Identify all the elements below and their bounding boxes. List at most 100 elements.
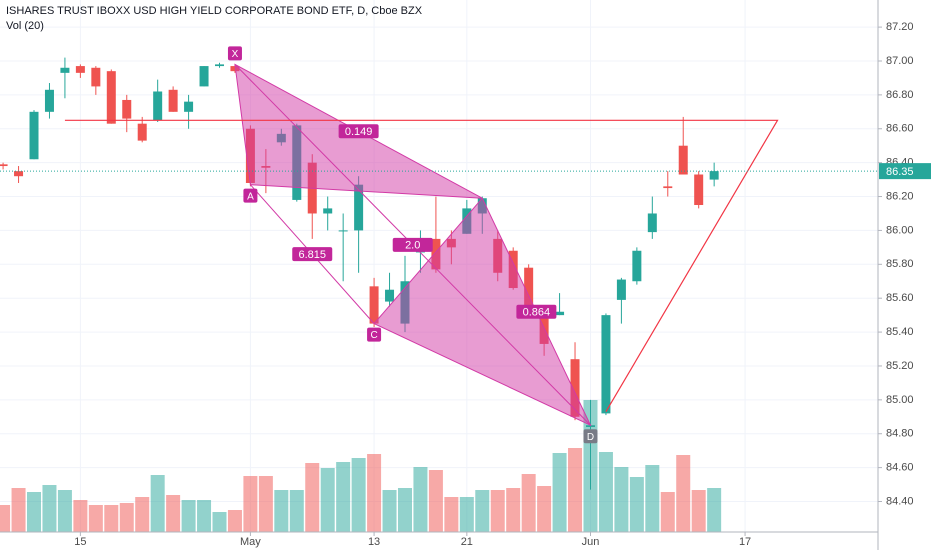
candle-body bbox=[338, 230, 348, 232]
y-tick-label: 84.60 bbox=[886, 462, 914, 474]
last-price-box bbox=[879, 163, 931, 180]
volume-bar bbox=[552, 453, 567, 532]
point-label-box bbox=[583, 429, 598, 444]
point-label: X bbox=[232, 49, 239, 60]
volume-bar bbox=[227, 510, 242, 532]
volume-bar bbox=[413, 467, 428, 532]
volume-bar bbox=[0, 505, 11, 532]
volume-indicator-label: Vol (20) bbox=[6, 20, 44, 32]
candle-body bbox=[632, 250, 642, 282]
ratio-label: 0.149 bbox=[345, 126, 373, 138]
candle-body bbox=[29, 111, 39, 160]
ratio-label-box bbox=[392, 237, 433, 252]
ratio-label: 6.815 bbox=[298, 249, 326, 261]
volume-bar bbox=[614, 467, 629, 532]
candle-body bbox=[14, 171, 24, 177]
y-tick-label: 85.80 bbox=[886, 258, 914, 270]
candle-body bbox=[323, 208, 333, 214]
candle-body bbox=[555, 311, 565, 316]
candle-body bbox=[75, 66, 85, 73]
volume-bar bbox=[73, 500, 88, 532]
volume-bar bbox=[506, 488, 521, 532]
volume-bar bbox=[475, 490, 490, 532]
volume-bar bbox=[181, 500, 196, 532]
volume-bar bbox=[382, 490, 397, 532]
volume-bar bbox=[88, 505, 103, 532]
volume-bar bbox=[104, 505, 119, 532]
candle-body bbox=[585, 425, 595, 427]
last-price-label: 86.35 bbox=[886, 166, 914, 178]
point-label: A bbox=[247, 191, 254, 202]
volume-bar bbox=[568, 448, 583, 532]
volume-bar bbox=[459, 497, 474, 532]
candle-body bbox=[524, 267, 534, 307]
ratio-label: 2.0 bbox=[405, 240, 420, 252]
volume-bar bbox=[660, 492, 675, 532]
candle-body bbox=[369, 286, 379, 324]
candle-body bbox=[168, 89, 178, 112]
volume-bar bbox=[212, 512, 227, 532]
volume-bar bbox=[150, 475, 165, 532]
volume-bar bbox=[135, 497, 150, 532]
point-label-box bbox=[227, 46, 242, 61]
candle-body bbox=[60, 67, 70, 73]
candle-body bbox=[153, 91, 163, 121]
x-tick-label: May bbox=[240, 536, 261, 548]
y-tick-label: 86.20 bbox=[886, 190, 914, 202]
volume-bar bbox=[274, 490, 289, 532]
y-tick-label: 86.00 bbox=[886, 224, 914, 236]
candle-body bbox=[678, 145, 688, 175]
point-label-box bbox=[243, 188, 258, 203]
candle-body bbox=[647, 213, 657, 233]
projection-line bbox=[64, 119, 779, 413]
candle-body bbox=[215, 64, 224, 67]
y-tick-label: 85.00 bbox=[886, 394, 914, 406]
volume-bar bbox=[629, 477, 644, 532]
volume-bar bbox=[197, 500, 212, 532]
candle-body bbox=[122, 99, 132, 119]
volume-bar bbox=[490, 490, 505, 532]
candle-body bbox=[184, 101, 194, 112]
volume-bar bbox=[11, 488, 26, 532]
candle-body bbox=[91, 67, 101, 87]
y-tick-label: 85.60 bbox=[886, 292, 914, 304]
point-label: D bbox=[587, 432, 594, 443]
volume-bar bbox=[336, 462, 351, 532]
volume-bar bbox=[320, 468, 335, 532]
volume-bar bbox=[166, 495, 181, 532]
y-tick-label: 87.20 bbox=[886, 21, 914, 33]
volume-bar bbox=[42, 485, 57, 532]
volume-bar bbox=[57, 490, 72, 532]
candle-body bbox=[694, 174, 704, 206]
point-label-box bbox=[367, 327, 382, 342]
x-tick-label: Jun bbox=[582, 536, 600, 548]
volume-bar bbox=[521, 474, 536, 532]
y-tick-label: 86.80 bbox=[886, 89, 914, 101]
candle-body bbox=[106, 71, 116, 124]
volume-bar bbox=[444, 497, 459, 532]
candle-body bbox=[137, 123, 147, 141]
volume-bar bbox=[258, 476, 273, 532]
volume-bar bbox=[645, 465, 660, 532]
candle-body bbox=[0, 164, 8, 167]
volume-bar bbox=[691, 490, 706, 532]
ratio-label: 0.864 bbox=[523, 307, 551, 319]
volume-bar bbox=[289, 490, 304, 532]
candle-body bbox=[616, 279, 626, 300]
volume-bar bbox=[27, 492, 42, 532]
y-tick-label: 85.20 bbox=[886, 360, 914, 372]
volume-bar bbox=[676, 455, 691, 532]
volume-bar bbox=[351, 458, 366, 532]
ratio-label-box bbox=[338, 124, 379, 139]
volume-bar bbox=[707, 488, 722, 532]
point-label: C bbox=[370, 330, 377, 341]
x-tick-label: 21 bbox=[461, 536, 473, 548]
candle-body bbox=[601, 315, 611, 414]
x-tick-label: 15 bbox=[74, 536, 86, 548]
volume-bar bbox=[119, 503, 134, 532]
candle-body bbox=[385, 289, 395, 302]
volume-bar bbox=[367, 454, 382, 532]
x-tick-label: 13 bbox=[368, 536, 380, 548]
volume-bar bbox=[598, 452, 613, 532]
